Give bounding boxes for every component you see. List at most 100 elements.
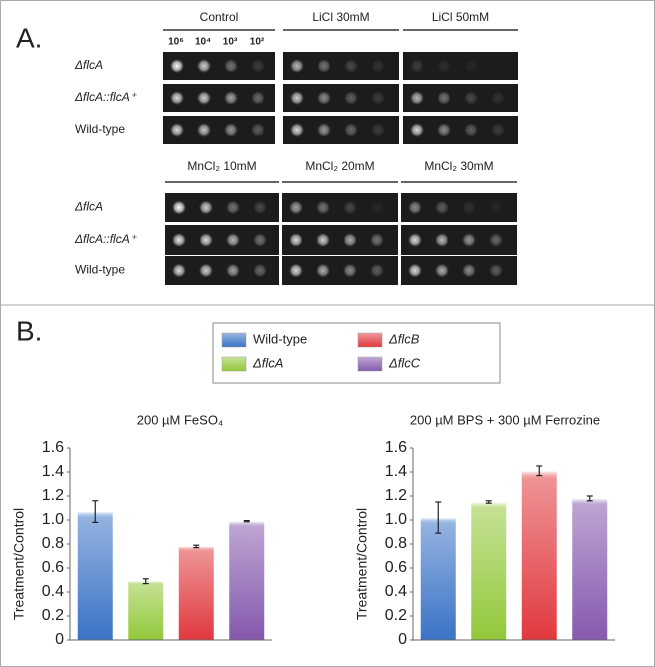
- colony-spot: [251, 123, 265, 137]
- colony-spot: [435, 263, 449, 278]
- strain-label: ΔflcA::flcA⁺: [74, 90, 138, 104]
- y-tick-label: 0.8: [385, 535, 407, 552]
- condition-label: MnCl₂ 30mM: [424, 159, 493, 173]
- colony-spot: [226, 263, 240, 278]
- colony-spot: [408, 200, 422, 215]
- colony-spot: [199, 200, 213, 215]
- colony-spot: [197, 91, 211, 105]
- colony-spot: [410, 123, 424, 137]
- error-bar: [92, 500, 99, 524]
- y-tick-label: 0.2: [385, 607, 407, 624]
- colony-spot: [317, 123, 331, 137]
- condition-label: LiCl 30mM: [312, 10, 369, 24]
- bar: [128, 581, 164, 640]
- colony-spot: [317, 91, 331, 105]
- colony-spot: [289, 200, 303, 215]
- condition-label: MnCl₂ 10mM: [187, 159, 256, 173]
- colony-spot: [408, 263, 422, 278]
- colony-spot: [462, 233, 476, 247]
- colony-spot: [437, 91, 451, 105]
- legend-label: ΔflcA: [252, 355, 283, 370]
- legend-label: Wild-type: [253, 331, 307, 346]
- y-tick-label: 0: [55, 631, 64, 648]
- y-tick-label: 1.4: [385, 463, 407, 480]
- colony-spot: [290, 59, 304, 73]
- y-axis-title: Treatment/Control: [354, 508, 370, 620]
- colony-spot: [172, 200, 186, 215]
- colony-spot: [316, 263, 330, 278]
- condition-label: LiCl 50mM: [432, 10, 489, 24]
- y-tick-label: 1.6: [42, 439, 64, 456]
- error-bar: [485, 500, 492, 504]
- y-tick-label: 1.2: [385, 487, 407, 504]
- colony-spot: [199, 263, 213, 278]
- colony-spot: [253, 200, 267, 215]
- colony-spot: [491, 123, 505, 137]
- legend-swatch: [221, 356, 247, 372]
- colony-spot: [370, 200, 384, 215]
- y-tick-label: 0.4: [42, 583, 64, 600]
- bar: [572, 498, 608, 640]
- colony-spot: [408, 233, 422, 247]
- strain-label: ΔflcA: [74, 200, 103, 214]
- error-bar: [193, 544, 200, 549]
- y-tick-label: 1.6: [385, 439, 407, 456]
- colony-spot: [343, 263, 357, 278]
- legend-swatch: [357, 332, 383, 348]
- bar: [420, 517, 456, 640]
- colony-spot: [437, 59, 451, 73]
- dilution-label: 10²: [250, 37, 265, 48]
- dilution-label: 10⁶: [168, 37, 184, 48]
- y-tick-label: 0: [398, 631, 407, 648]
- colony-spot: [197, 59, 211, 73]
- panel-label: B.: [16, 315, 42, 346]
- strain-label: Wild-type: [75, 122, 125, 136]
- dilution-label: 10⁴: [195, 37, 211, 48]
- legend-swatch: [221, 332, 247, 348]
- error-bar: [536, 465, 543, 477]
- legend-box: [212, 322, 501, 384]
- colony-spot: [464, 91, 478, 105]
- y-tick-label: 0.2: [42, 607, 64, 624]
- colony-spot: [437, 123, 451, 137]
- colony-spot: [316, 200, 330, 215]
- colony-spot: [489, 200, 503, 215]
- colony-spot: [224, 123, 238, 137]
- error-bar: [142, 578, 149, 585]
- colony-spot: [371, 123, 385, 137]
- y-tick-label: 0.6: [42, 559, 64, 576]
- colony-spot: [462, 263, 476, 278]
- legend-label: ΔflcB: [388, 331, 420, 346]
- colony-spot: [343, 233, 357, 247]
- chart-title: 200 µM FeSO₄: [137, 412, 224, 427]
- colony-spot: [344, 91, 358, 105]
- colony-spot: [224, 59, 238, 73]
- panel-label: A.: [16, 22, 42, 53]
- y-tick-label: 1.2: [42, 487, 64, 504]
- error-bar: [243, 519, 250, 523]
- colony-spot: [251, 59, 265, 73]
- colony-spot: [226, 233, 240, 247]
- colony-spot: [491, 91, 505, 105]
- colony-spot: [370, 233, 384, 247]
- bar: [229, 521, 265, 640]
- colony-spot: [170, 59, 184, 73]
- legend-swatch: [357, 356, 383, 372]
- colony-spot: [435, 200, 449, 215]
- colony-spot: [464, 123, 478, 137]
- colony-spot: [253, 263, 267, 278]
- colony-spot: [251, 91, 265, 105]
- y-tick-label: 0.6: [385, 559, 407, 576]
- colony-spot: [226, 200, 240, 215]
- strain-label: ΔflcA: [74, 58, 103, 72]
- colony-spot: [170, 91, 184, 105]
- colony-spot: [371, 59, 385, 73]
- colony-spot: [290, 123, 304, 137]
- legend-label: ΔflcC: [388, 355, 421, 370]
- colony-spot: [344, 59, 358, 73]
- colony-spot: [253, 233, 267, 247]
- colony-spot: [489, 233, 503, 247]
- colony-spot: [290, 91, 304, 105]
- error-bar: [435, 501, 442, 534]
